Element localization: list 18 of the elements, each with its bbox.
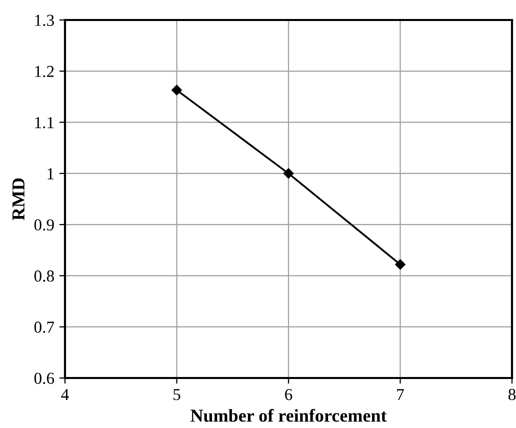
y-tick-label: 1: [48, 168, 54, 180]
point: [172, 84, 182, 96]
point: [395, 259, 406, 270]
x-tick-label: 4: [61, 389, 69, 400]
x-tick-label: 5: [174, 389, 180, 400]
y-tick-label: 1.3: [35, 14, 54, 26]
point: [283, 168, 294, 179]
y-tick-label: 0.7: [34, 322, 54, 333]
y-tick-label: 0.8: [34, 270, 54, 282]
x-tick-label: 8: [508, 388, 516, 400]
x-tick-label: 7: [397, 389, 404, 400]
x-axis-title: Number of reinforcement: [190, 408, 387, 422]
y-tick-label: 0.6: [34, 372, 54, 384]
y-tick-label: 1.1: [35, 117, 54, 128]
y-axis-title: RMD: [12, 178, 24, 220]
y-tick-label: 1.2: [35, 66, 54, 78]
x-tick-label: 6: [285, 388, 292, 400]
y-tick-label: 0.9: [34, 219, 54, 231]
